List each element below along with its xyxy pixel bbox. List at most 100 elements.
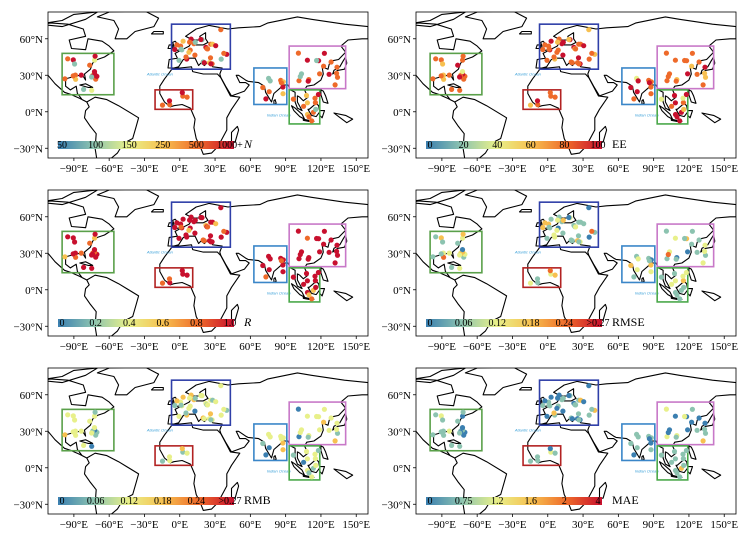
panel-title: EE xyxy=(612,137,627,151)
station-point xyxy=(332,82,338,88)
station-point xyxy=(89,443,95,449)
coastline xyxy=(416,368,466,384)
station-point xyxy=(683,447,690,454)
coastline xyxy=(150,30,164,35)
station-point xyxy=(92,409,98,415)
station-point xyxy=(205,224,211,230)
station-point xyxy=(677,296,683,302)
station-point xyxy=(634,89,640,95)
station-point xyxy=(665,73,671,80)
station-point xyxy=(304,100,310,106)
station-point xyxy=(81,86,87,92)
station-point xyxy=(183,54,189,60)
station-point xyxy=(296,434,302,440)
colorbar-tick-label: 0.24 xyxy=(556,318,574,329)
station-point xyxy=(332,438,338,444)
station-point xyxy=(634,267,640,273)
region-box-north-america xyxy=(61,52,115,96)
station-point xyxy=(278,436,284,442)
station-point xyxy=(304,413,310,419)
station-point xyxy=(187,395,193,401)
station-point xyxy=(540,46,546,53)
ocean-label-indian: Indian Ocean xyxy=(635,291,660,296)
station-point xyxy=(305,256,311,262)
coastline xyxy=(451,96,508,158)
coastline xyxy=(83,274,140,336)
station-point xyxy=(669,459,675,465)
lon-tick-label: 30°E xyxy=(572,341,594,353)
station-point xyxy=(685,249,691,255)
station-point xyxy=(569,416,575,422)
coastline xyxy=(159,66,241,155)
colorbar xyxy=(426,319,602,327)
coastline xyxy=(96,12,160,40)
lon-tick-label: −60°E xyxy=(95,519,124,531)
lon-tick-label: 60°E xyxy=(607,341,629,353)
station-point xyxy=(430,254,436,260)
station-point xyxy=(198,36,204,43)
station-point xyxy=(677,118,683,124)
station-point xyxy=(554,227,560,233)
lon-tick-label: 120°E xyxy=(675,341,703,353)
lon-tick-label: −90°E xyxy=(428,163,457,175)
station-point xyxy=(167,102,173,108)
lon-tick-label: −30°E xyxy=(498,163,527,175)
station-point xyxy=(213,399,219,405)
station-point xyxy=(702,248,708,254)
station-point xyxy=(560,52,566,58)
lat-tick-label: 30°N xyxy=(388,248,411,260)
station-point xyxy=(304,278,310,284)
region-box-north-america xyxy=(61,230,115,274)
colorbar-tick-label: 1000+ xyxy=(217,140,243,151)
lon-tick-label: 60°E xyxy=(239,519,261,531)
station-point xyxy=(296,256,302,262)
station-point xyxy=(213,221,219,227)
lon-tick-label: 90°E xyxy=(643,519,665,531)
colorbar-tick-label: 0.18 xyxy=(522,318,540,329)
station-point xyxy=(280,91,286,97)
station-point xyxy=(702,242,708,248)
colorbar-tick-label: 2 xyxy=(562,496,567,507)
station-point xyxy=(581,43,587,49)
ocean-label-atlantic: Atlantic Ocean xyxy=(514,249,542,254)
lon-tick-label: 120°E xyxy=(307,519,335,531)
station-point xyxy=(192,39,198,45)
region-box-north-america xyxy=(429,408,483,452)
station-point xyxy=(433,56,439,62)
station-point xyxy=(280,262,286,268)
coastline xyxy=(48,12,98,28)
station-point xyxy=(547,268,553,274)
region-box-southeast-asia xyxy=(288,267,321,303)
colorbar-tick-label: 0.12 xyxy=(488,318,506,329)
region-box-east-asia xyxy=(288,45,347,90)
coastline xyxy=(464,368,528,396)
coastline xyxy=(150,386,164,391)
colorbar-tick-label: 0.18 xyxy=(154,496,172,507)
lon-tick-label: 60°E xyxy=(607,163,629,175)
region-box-southeast-asia xyxy=(288,89,321,125)
station-point xyxy=(306,292,312,298)
station-point xyxy=(205,402,211,408)
station-point xyxy=(460,57,466,63)
station-point xyxy=(534,98,541,104)
station-point xyxy=(315,269,321,276)
station-point xyxy=(208,239,214,245)
station-point xyxy=(700,260,706,266)
station-point xyxy=(89,252,95,258)
station-point xyxy=(673,78,679,84)
station-point xyxy=(658,452,665,458)
station-point xyxy=(218,412,224,418)
station-point xyxy=(696,59,702,65)
station-point xyxy=(314,235,320,242)
station-point xyxy=(689,63,695,69)
colorbar xyxy=(58,319,234,327)
station-point xyxy=(576,61,582,67)
station-point xyxy=(267,256,273,262)
station-point xyxy=(449,264,455,270)
station-point xyxy=(78,72,84,78)
station-point xyxy=(438,429,444,435)
station-point xyxy=(321,241,327,247)
station-point xyxy=(586,234,592,240)
station-point xyxy=(681,106,687,112)
station-point xyxy=(81,264,87,270)
